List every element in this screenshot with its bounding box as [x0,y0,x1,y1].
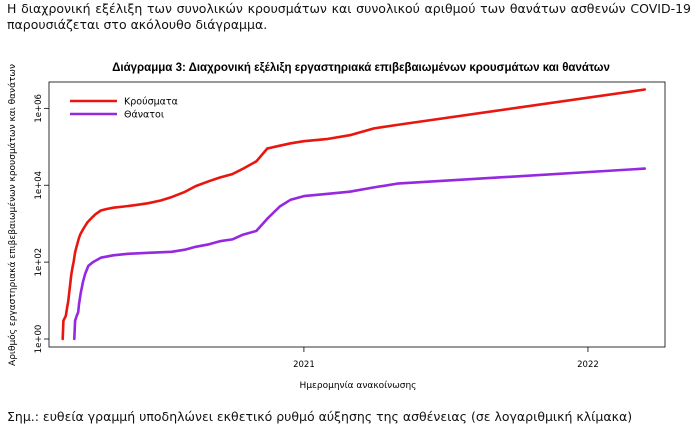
y-tick-label: 1e+00 [34,325,44,354]
series-line-1 [73,167,647,341]
series-layer [61,88,647,341]
legend-label-deaths: Θάνατοι [124,110,164,121]
series-line-0 [61,88,647,341]
chart-title: Διάγραμμα 3: Διαχρονική εξέλιξη εργαστηρ… [112,62,610,74]
intro-paragraph: Η διαχρονική εξέλιξη των συνολικών κρουσ… [7,1,691,32]
x-tick-label: 2021 [293,360,315,370]
y-axis-label: Αριθμός εργαστηριακά επιβεβαιωμένων κρου… [7,64,18,366]
y-tick-label: 1e+06 [34,94,44,123]
y-axis: 1e+00 1e+02 1e+04 1e+06 [34,94,49,353]
x-tick-label: 2022 [577,360,599,370]
x-axis-label: Ημερομηνία ανακοίνωσης [300,381,417,391]
legend-label-cases: Κρούσματα [124,97,178,108]
y-tick-label: 1e+04 [34,171,44,200]
footnote: Σημ.: ευθεία γραμμή υποδηλώνει εκθετικό … [7,409,633,424]
x-axis: 2021 2022 [293,347,599,370]
plot-frame [48,81,666,348]
y-tick-label: 1e+02 [34,248,44,277]
legend: Κρούσματα Θάνατοι [70,97,178,121]
